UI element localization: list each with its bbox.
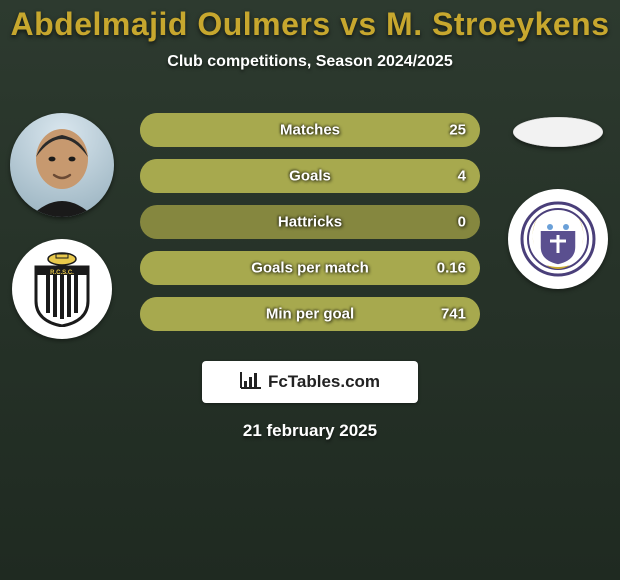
charleroi-crest-icon: R.C.S.C.: [30, 251, 94, 327]
stat-bar: Min per goal 741: [140, 297, 480, 331]
anderlecht-crest-icon: [520, 201, 596, 277]
stat-bar-right-value: 0: [458, 214, 466, 231]
svg-text:R.C.S.C.: R.C.S.C.: [50, 270, 74, 276]
stat-bar-label: Hattricks: [278, 214, 342, 231]
stat-bar-right-value: 741: [441, 306, 466, 323]
stat-bar-label: Goals per match: [251, 260, 369, 277]
stat-bar-right-value: 0.16: [437, 260, 466, 277]
stat-bar: Hattricks 0: [140, 205, 480, 239]
comparison-card: Abdelmajid Oulmers vs M. Stroeykens Club…: [0, 0, 620, 580]
brand-label: FcTables.com: [268, 372, 380, 392]
stat-bar-label: Min per goal: [266, 306, 354, 323]
stat-bars: Matches 25 Goals 4 Hattricks 0 Goals per match…: [140, 113, 480, 331]
stat-bar-right-value: 25: [449, 122, 466, 139]
stat-bar: Goals 4: [140, 159, 480, 193]
date-label: 21 february 2025: [243, 421, 377, 441]
player-right-column: [498, 99, 618, 289]
player-right-avatar: [513, 117, 603, 147]
stat-bar-label: Matches: [280, 122, 340, 139]
page-subtitle: Club competitions, Season 2024/2025: [167, 53, 452, 71]
chart-icon: [240, 371, 262, 394]
team-left-badge: R.C.S.C.: [12, 239, 112, 339]
brand-box[interactable]: FcTables.com: [202, 361, 418, 403]
page-title: Abdelmajid Oulmers vs M. Stroeykens: [10, 6, 609, 43]
stat-bar-label: Goals: [289, 168, 331, 185]
stat-bar-right-value: 4: [458, 168, 466, 185]
stat-bar: Goals per match 0.16: [140, 251, 480, 285]
player-left-column: R.C.S.C.: [2, 99, 122, 339]
team-right-badge: [508, 189, 608, 289]
player-left-avatar: [10, 113, 114, 217]
stat-bar: Matches 25: [140, 113, 480, 147]
main-row: R.C.S.C. Matches 25 Goals 4 Hattricks 0 Goals …: [0, 99, 620, 339]
